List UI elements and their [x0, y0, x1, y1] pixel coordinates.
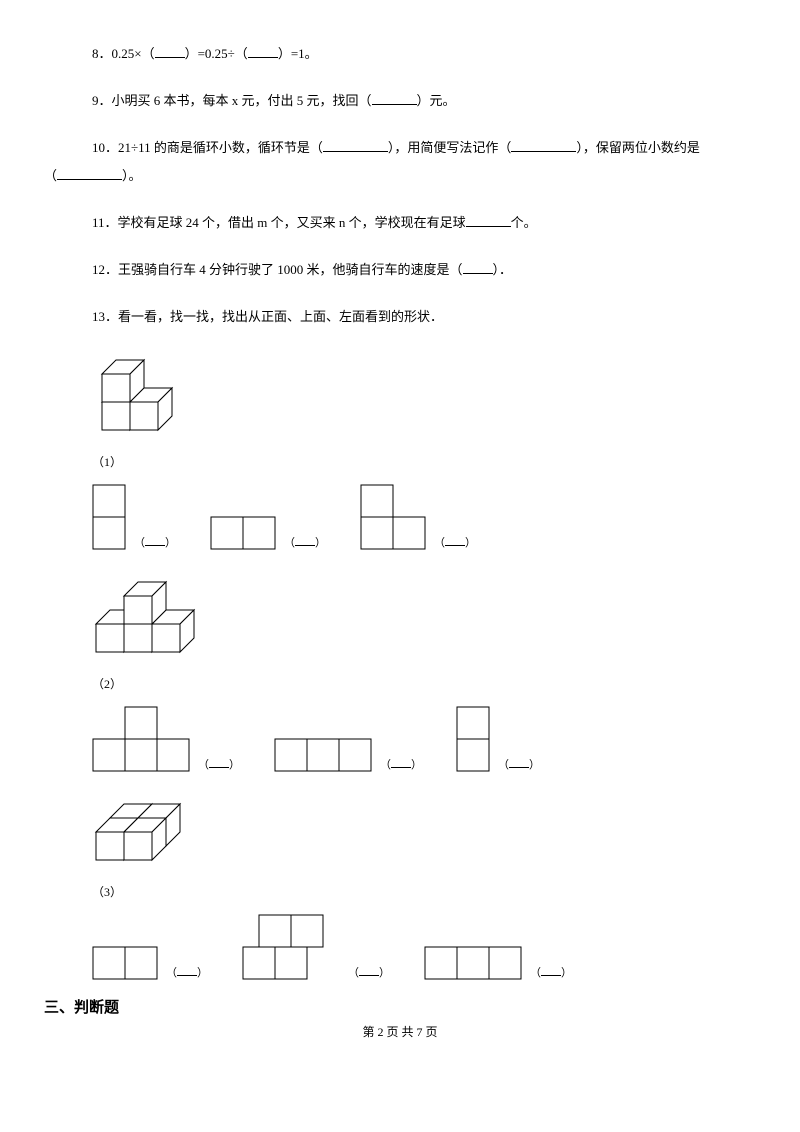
- iso-shape-1: [92, 358, 192, 436]
- fill-blank[interactable]: [463, 260, 493, 274]
- question-13: 13．看一看，找一找，找出从正面、上面、左面看到的形状．: [92, 307, 756, 328]
- page-footer: 第 2 页 共 7 页: [44, 1023, 756, 1040]
- sub-2-label: （2）: [92, 675, 756, 692]
- option-blank[interactable]: （）: [434, 532, 476, 550]
- fill-blank[interactable]: [248, 44, 278, 58]
- fill-blank[interactable]: [511, 138, 576, 152]
- option-blank[interactable]: （）: [498, 754, 540, 772]
- sub-1-options: （） （） （）: [92, 484, 756, 552]
- sub-1-label: （1）: [92, 453, 756, 470]
- question-number: 13: [92, 309, 105, 324]
- option-blank[interactable]: （）: [134, 532, 176, 550]
- sub-3-options: （） （） （）: [92, 914, 756, 982]
- iso-shape-3: [92, 798, 202, 866]
- fill-blank[interactable]: [57, 166, 122, 180]
- sub-2-options: （） （） （）: [92, 706, 756, 774]
- option-blank[interactable]: （）: [284, 532, 326, 550]
- question-11: 11．学校有足球 24 个，借出 m 个，又买来 n 个，学校现在有足球个。: [92, 213, 756, 234]
- option-blank[interactable]: （）: [530, 962, 572, 980]
- iso-shape-2: [92, 576, 222, 658]
- option-blank[interactable]: （）: [348, 962, 390, 980]
- option-blank[interactable]: （）: [380, 754, 422, 772]
- flat-shape-1x2v: [92, 484, 128, 552]
- fill-blank[interactable]: [372, 91, 417, 105]
- flat-shape-L3: [360, 484, 428, 552]
- section-3-title: 三、判断题: [44, 996, 756, 1017]
- option-blank[interactable]: （）: [166, 962, 208, 980]
- flat-shape-2x1h: [210, 516, 278, 552]
- sub-3-label: （3）: [92, 883, 756, 900]
- flat-shape-3x1h: [274, 738, 374, 774]
- flat-shape-2x1h-c: [92, 946, 160, 982]
- question-number: 12: [92, 262, 105, 277]
- flat-shape-T4: [92, 706, 192, 774]
- sub-2-iso: [92, 576, 756, 663]
- flat-shape-1x2v-b: [456, 706, 492, 774]
- flat-shape-3x1h-c: [424, 946, 524, 982]
- option-blank[interactable]: （）: [198, 754, 240, 772]
- question-number: 10: [92, 140, 105, 155]
- question-number: 11: [92, 215, 105, 230]
- sub-1-iso: [92, 358, 756, 441]
- question-10: 10．21÷11 的商是循环小数，循环节是（），用简便写法记作（），保留两位小数…: [44, 138, 756, 188]
- fill-blank[interactable]: [155, 44, 185, 58]
- fill-blank[interactable]: [323, 138, 388, 152]
- question-9: 9．小明买 6 本书，每本 x 元，付出 5 元，找回（）元。: [92, 91, 756, 112]
- flat-shape-stagger4: [242, 914, 342, 982]
- fill-blank[interactable]: [466, 213, 511, 227]
- sub-3-iso: [92, 798, 756, 871]
- question-8: 8．0.25×（）=0.25÷（）=1。: [92, 44, 756, 65]
- question-12: 12．王强骑自行车 4 分钟行驶了 1000 米，他骑自行车的速度是（）．: [92, 260, 756, 281]
